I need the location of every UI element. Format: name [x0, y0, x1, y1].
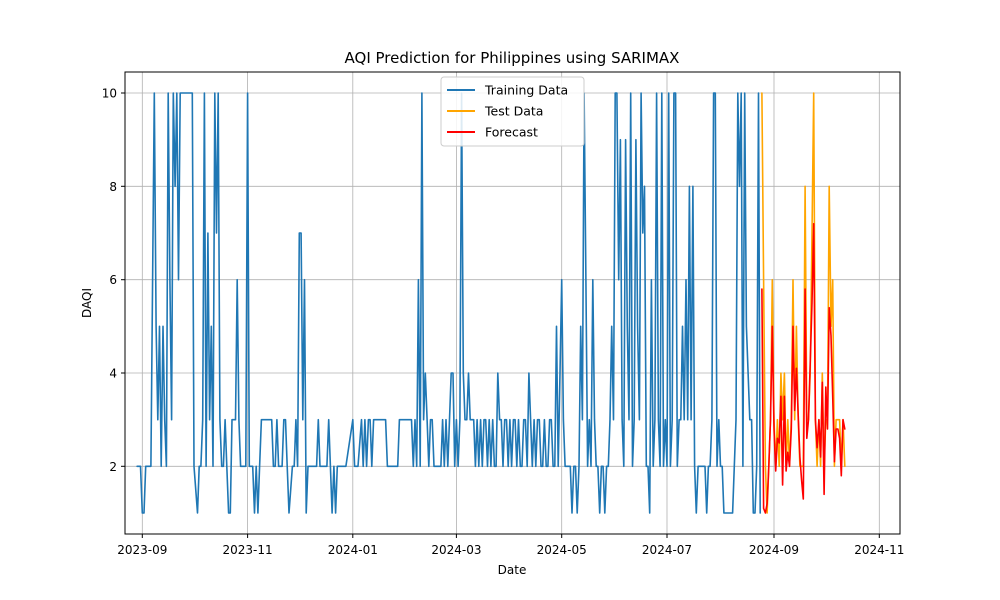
- x-tick-label: 2024-01: [328, 543, 378, 557]
- x-tick-label: 2024-07: [642, 543, 692, 557]
- y-tick-label: 8: [109, 180, 117, 194]
- series-line-training-data: [136, 92, 762, 514]
- x-axis-label: Date: [498, 563, 527, 577]
- chart-title: AQI Prediction for Philippines using SAR…: [345, 49, 680, 67]
- x-tick-label: 2023-09: [117, 543, 167, 557]
- legend-label: Test Data: [484, 104, 543, 119]
- series-line-forecast: [761, 222, 846, 514]
- x-tick-label: 2023-11: [223, 543, 273, 557]
- y-tick-label: 4: [109, 367, 117, 381]
- series-lines: [136, 92, 846, 514]
- x-tick-label: 2024-05: [537, 543, 587, 557]
- y-axis-ticks: 2 4 6 8 10: [102, 87, 125, 474]
- legend-label: Training Data: [484, 83, 568, 98]
- legend-label: Forecast: [485, 125, 538, 140]
- y-tick-label: 10: [102, 87, 117, 101]
- x-tick-label: 2024-11: [854, 543, 904, 557]
- y-tick-label: 6: [109, 273, 117, 287]
- x-tick-label: 2024-09: [749, 543, 799, 557]
- plot-frame: [124, 71, 901, 535]
- legend-box: [440, 76, 585, 147]
- y-tick-label: 2: [109, 460, 117, 474]
- x-axis-ticks: 2023-09 2023-11 2024-01 2024-03 2024-05 2024-…: [117, 534, 904, 557]
- x-tick-label: 2024-03: [431, 543, 481, 557]
- y-axis-label: DAQI: [80, 288, 94, 318]
- legend: Training Data Test Data Forecast: [440, 76, 585, 147]
